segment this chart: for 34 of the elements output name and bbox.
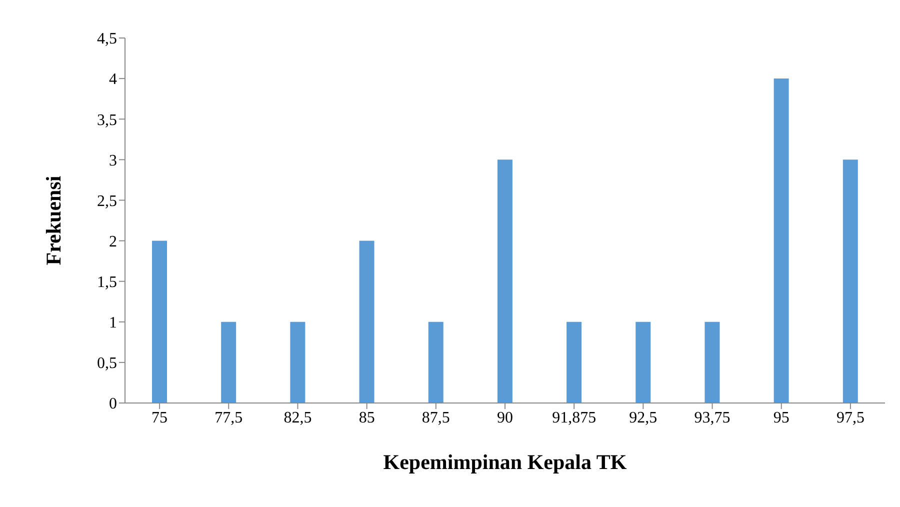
y-tick-label: 3	[109, 152, 117, 170]
bar	[566, 322, 582, 403]
bar	[290, 322, 306, 403]
y-tick-label: 4,5	[97, 30, 117, 48]
bar	[152, 240, 167, 403]
y-axis-title: Frekuensi	[41, 176, 66, 266]
y-tick-label: 0	[109, 396, 117, 413]
bar	[221, 322, 236, 403]
y-tick-label: 4	[109, 71, 117, 88]
x-tick-label: 90	[497, 409, 513, 426]
x-axis-title: Kepemimpinan Kepala TK	[383, 450, 628, 474]
x-tick-label: 92,5	[629, 409, 658, 426]
y-tick-label: 1,5	[97, 274, 117, 292]
y-tick-label: 0,5	[97, 355, 117, 372]
y-tick-label: 2	[109, 233, 117, 250]
y-tick-label: 3,5	[97, 112, 117, 129]
bar	[497, 160, 512, 403]
x-tick-label: 77,5	[214, 409, 243, 426]
x-tick-label: 97,5	[836, 409, 864, 426]
bar	[636, 322, 651, 403]
x-tick-label: 82,5	[284, 409, 312, 426]
bar	[359, 240, 374, 403]
bar	[842, 160, 858, 403]
y-tick-label: 1	[109, 314, 117, 332]
x-tick-label: 93,75	[694, 409, 730, 426]
x-tick-label: 91,875	[552, 409, 596, 426]
x-tick-label: 95	[773, 409, 790, 426]
x-tick-label: 85	[358, 409, 375, 426]
y-tick-label: 2,5	[97, 192, 117, 210]
bar	[428, 322, 444, 403]
bar	[774, 78, 789, 403]
x-tick-label: 75	[152, 409, 168, 426]
bar	[704, 322, 720, 403]
x-tick-label: 87,5	[422, 409, 450, 426]
